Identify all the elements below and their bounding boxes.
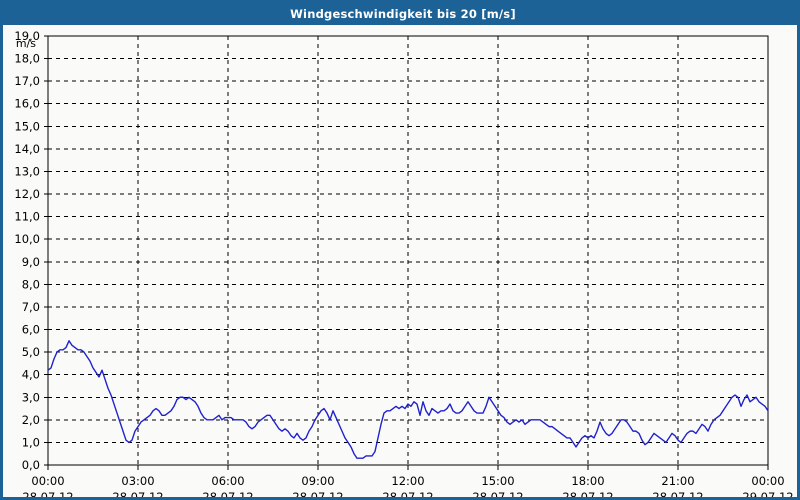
y-axis-tick-label: 17,0	[14, 74, 40, 88]
chart-area: m/s 19,0 18,0 17,0 16,0 15,0 14,0 13,0 12,0 11,0…	[3, 25, 797, 497]
x-axis-tick-date: 28.07.12	[112, 490, 163, 497]
plot-area-border	[47, 35, 769, 466]
x-axis-tick-date: 28.07.12	[652, 490, 703, 497]
x-axis-tick-time: 15:00	[481, 474, 514, 488]
y-axis-tick-label: 4,0	[22, 368, 40, 382]
y-axis-tick-label: 8,0	[22, 277, 40, 291]
y-axis-tick-label: 15,0	[14, 119, 40, 133]
page-title: Windgeschwindigkeit bis 20 [m/s]	[290, 7, 516, 21]
x-axis-tick-time: 09:00	[301, 474, 334, 488]
y-axis-tick-label: 18,0	[14, 52, 40, 66]
vertical-gridlines	[137, 36, 679, 465]
x-axis-tick-date: 28.07.12	[202, 490, 253, 497]
window-title-bar: Windgeschwindigkeit bis 20 [m/s]	[3, 3, 797, 25]
y-axis-tick-label: 9,0	[22, 255, 40, 269]
x-axis-tick-date: 28.07.12	[22, 490, 73, 497]
x-axis-tick-time: 06:00	[211, 474, 244, 488]
y-axis-tick-label: 6,0	[22, 323, 40, 337]
data-series-group	[47, 340, 769, 459]
y-axis-tick-label: 3,0	[22, 390, 40, 404]
x-axis-tick-date: 28.07.12	[292, 490, 343, 497]
x-axis-tick-date: 28.07.12	[472, 490, 523, 497]
y-axis-tick-label: 5,0	[22, 345, 40, 359]
y-axis-tick-label: 10,0	[14, 232, 40, 246]
x-axis-tick-time: 00:00	[31, 474, 64, 488]
y-axis-tick-labels: 19,0 18,0 17,0 16,0 15,0 14,0 13,0 12,0 11,0 10,0…	[14, 29, 40, 472]
y-axis-tick-label: 13,0	[14, 164, 40, 178]
x-axis-tick-time: 12:00	[391, 474, 424, 488]
y-axis-tick-label: 0,0	[22, 458, 40, 472]
y-axis-tick-label: 2,0	[22, 413, 40, 427]
y-axis-tick-label: 19,0	[14, 29, 40, 43]
series-line-wind-speed	[47, 340, 769, 459]
x-axis-tick-time: 03:00	[121, 474, 154, 488]
y-axis-tick-label: 1,0	[22, 435, 40, 449]
y-axis-unit-label: m/s	[16, 37, 36, 50]
x-axis-tick-time: 18:00	[571, 474, 604, 488]
x-axis-tick-time: 00:00	[751, 474, 784, 488]
x-axis-tick-marks	[47, 465, 769, 470]
y-axis-tick-label: 7,0	[22, 300, 40, 314]
x-axis-tick-labels: 00:00 28.07.12 03:00 28.07.12 06:00 28.07.12 0…	[22, 474, 793, 497]
x-axis-tick-date: 29.07.12	[742, 490, 793, 497]
x-axis-tick-time: 21:00	[661, 474, 694, 488]
y-axis-tick-marks	[44, 35, 48, 466]
y-axis-tick-label: 12,0	[14, 187, 40, 201]
y-axis-tick-label: 11,0	[14, 210, 40, 224]
y-axis-unit-group: m/s	[16, 37, 36, 50]
wind-speed-line-chart: m/s 19,0 18,0 17,0 16,0 15,0 14,0 13,0 12,0 11,0…	[14, 29, 793, 497]
x-axis-tick-date: 28.07.12	[382, 490, 433, 497]
y-axis-tick-label: 14,0	[14, 142, 40, 156]
x-axis-tick-date: 28.07.12	[562, 490, 613, 497]
y-axis-tick-label: 16,0	[14, 97, 40, 111]
